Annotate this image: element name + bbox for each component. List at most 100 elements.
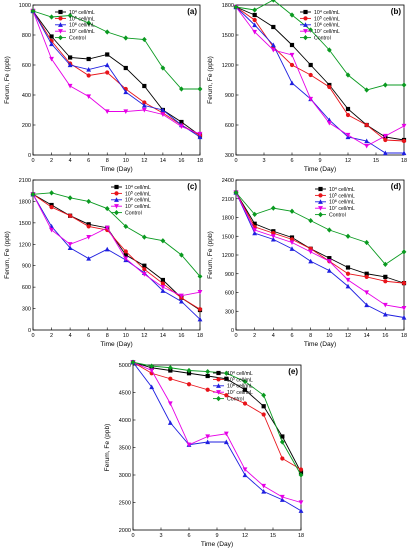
legend-entry: Control [329, 213, 346, 219]
data-point [49, 34, 54, 39]
y-tick-label: 1800 [222, 3, 234, 9]
data-point [261, 392, 267, 398]
y-tick-label: 0 [231, 328, 234, 334]
data-point [142, 83, 147, 89]
data-point [104, 205, 110, 212]
legend-entry: 105 cell/mL [125, 191, 151, 198]
data-point [104, 109, 110, 114]
data-point [345, 271, 351, 276]
series-3 [233, 190, 407, 311]
series-0 [30, 8, 203, 138]
y-tick-label: 600 [22, 63, 31, 69]
plot-frame [32, 179, 201, 331]
legend-entry: 105 cell/mL [314, 16, 340, 23]
data-point [179, 124, 184, 129]
series-2 [130, 359, 304, 513]
data-point [271, 24, 276, 30]
legend-marker [318, 193, 323, 198]
data-point [382, 82, 388, 88]
x-tick-label: 3 [262, 158, 265, 164]
series-line [132, 361, 302, 512]
chart-panel-4: 0 3 6 9 12 15 18 2000 2500 3000 3500 4000 4500 5000 Ti… [104, 359, 304, 548]
series-line [235, 192, 405, 309]
data-point [326, 268, 332, 273]
x-tick-label: 6 [187, 533, 190, 539]
data-point [67, 195, 73, 201]
x-tick-label: 4 [272, 333, 275, 339]
data-point [68, 55, 73, 60]
data-point [86, 67, 92, 72]
data-point [167, 401, 173, 406]
data-point [30, 191, 36, 197]
series-line [235, 192, 405, 318]
data-point [280, 456, 285, 461]
panel-label: (a) [187, 7, 197, 16]
x-tick-label: 12 [242, 533, 248, 539]
data-point [382, 133, 388, 139]
data-point [401, 150, 407, 156]
data-point [205, 387, 210, 392]
x-tick-label: 2 [50, 333, 53, 339]
data-point [160, 112, 166, 117]
data-point [224, 376, 229, 381]
x-tick-label: 12 [345, 333, 351, 339]
data-point [104, 29, 110, 35]
y-tick-label: 0 [28, 153, 31, 159]
data-point [205, 434, 211, 439]
x-tick-label: 18 [401, 333, 407, 339]
series-line [235, 0, 404, 91]
data-point [270, 234, 276, 239]
legend-marker [58, 16, 63, 21]
legend-marker [318, 186, 323, 192]
data-point [401, 281, 407, 286]
panel-label: (b) [391, 7, 402, 16]
data-point [197, 131, 203, 137]
series-line [235, 6, 405, 147]
series-line [32, 192, 201, 277]
y-tick-label: 400 [22, 93, 31, 99]
legend-entry: 105 cell/mL [227, 377, 253, 384]
y-tick-label: 1800 [19, 199, 31, 205]
y-tick-label: 1800 [222, 216, 234, 222]
data-point [49, 56, 54, 62]
y-tick-label: 900 [22, 264, 31, 270]
data-point [345, 132, 351, 138]
data-point [327, 84, 332, 90]
data-point [197, 86, 203, 92]
data-point [298, 500, 304, 505]
y-tick-label: 1200 [19, 242, 31, 248]
data-point [401, 123, 407, 129]
y-tick-label: 2100 [19, 178, 31, 184]
data-point [160, 281, 165, 286]
x-tick-label: 9 [318, 158, 321, 164]
data-point [289, 42, 295, 48]
legend-marker [114, 184, 119, 190]
x-tick-label: 10 [123, 158, 129, 164]
data-point [123, 89, 129, 95]
series-line [235, 192, 405, 265]
legend-marker [114, 204, 119, 209]
legend-entry: 107 cell/mL [125, 204, 151, 211]
legend-marker [216, 396, 221, 402]
y-tick-label: 600 [225, 123, 234, 129]
data-point [261, 412, 266, 417]
data-point [168, 368, 173, 373]
data-point [49, 41, 54, 47]
series-0 [233, 190, 407, 286]
y-tick-label: 2400 [222, 178, 234, 184]
data-point [364, 122, 369, 128]
series-1 [233, 190, 407, 286]
data-point [261, 489, 267, 494]
data-point [86, 198, 92, 205]
legend-entry: 104 cell/mL [227, 370, 253, 377]
y-tick-label: 1000 [19, 3, 31, 9]
data-point [104, 246, 110, 252]
data-point [86, 94, 92, 99]
data-point [104, 62, 110, 68]
data-point [179, 119, 184, 125]
data-point [49, 205, 54, 210]
data-point [223, 431, 229, 437]
series-2 [233, 190, 407, 320]
data-point [289, 208, 295, 214]
